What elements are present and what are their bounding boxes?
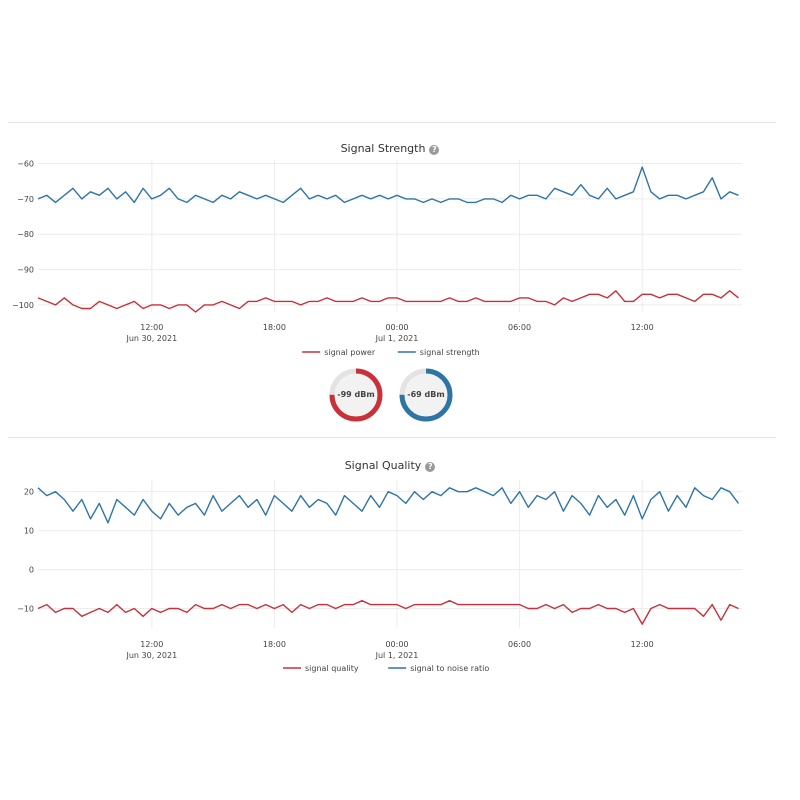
legend-label: signal power xyxy=(324,348,376,357)
signal-strength-gauge: -69 dBm xyxy=(398,367,454,423)
series-line-signal-power xyxy=(37,290,739,313)
signal-power-gauge-value: -99 dBm xyxy=(337,390,375,399)
signal-strength-gauge-ring xyxy=(399,368,453,422)
legend-label: signal strength xyxy=(420,348,480,357)
signal-power-gauge-ring xyxy=(329,368,383,422)
y-tick-label: −100 xyxy=(12,301,34,310)
chart-title-signal-quality: Signal Quality? xyxy=(0,459,780,472)
x-tick-label: 06:00 xyxy=(508,323,531,332)
question-circle-icon[interactable]: ? xyxy=(425,462,436,472)
y-tick-label: −60 xyxy=(17,160,34,169)
x-tick-label: 12:00 xyxy=(140,323,163,332)
x-tick-date-label: Jun 30, 2021 xyxy=(125,334,177,343)
x-tick-label: 00:00 xyxy=(385,323,408,332)
y-tick-label: −80 xyxy=(17,230,34,239)
x-tick-date-label: Jul 1, 2021 xyxy=(375,334,419,343)
section-divider-middle xyxy=(8,437,776,438)
chart-title-text: Signal Strength xyxy=(340,142,426,155)
y-tick-label: −70 xyxy=(17,195,34,204)
x-tick-label: 12:00 xyxy=(631,323,654,332)
series-line-signal-strength xyxy=(37,166,739,204)
section-divider-top xyxy=(8,122,776,123)
signal-power-gauge: -99 dBm xyxy=(328,367,384,423)
y-tick-label: −90 xyxy=(17,266,34,275)
x-tick-label: 18:00 xyxy=(263,323,286,332)
chart-title-text: Signal Quality xyxy=(344,459,422,472)
chart-title-signal-strength: Signal Strength? xyxy=(0,142,780,155)
signal-strength-gauge-value: -69 dBm xyxy=(407,390,445,399)
question-circle-icon[interactable]: ? xyxy=(429,145,440,155)
